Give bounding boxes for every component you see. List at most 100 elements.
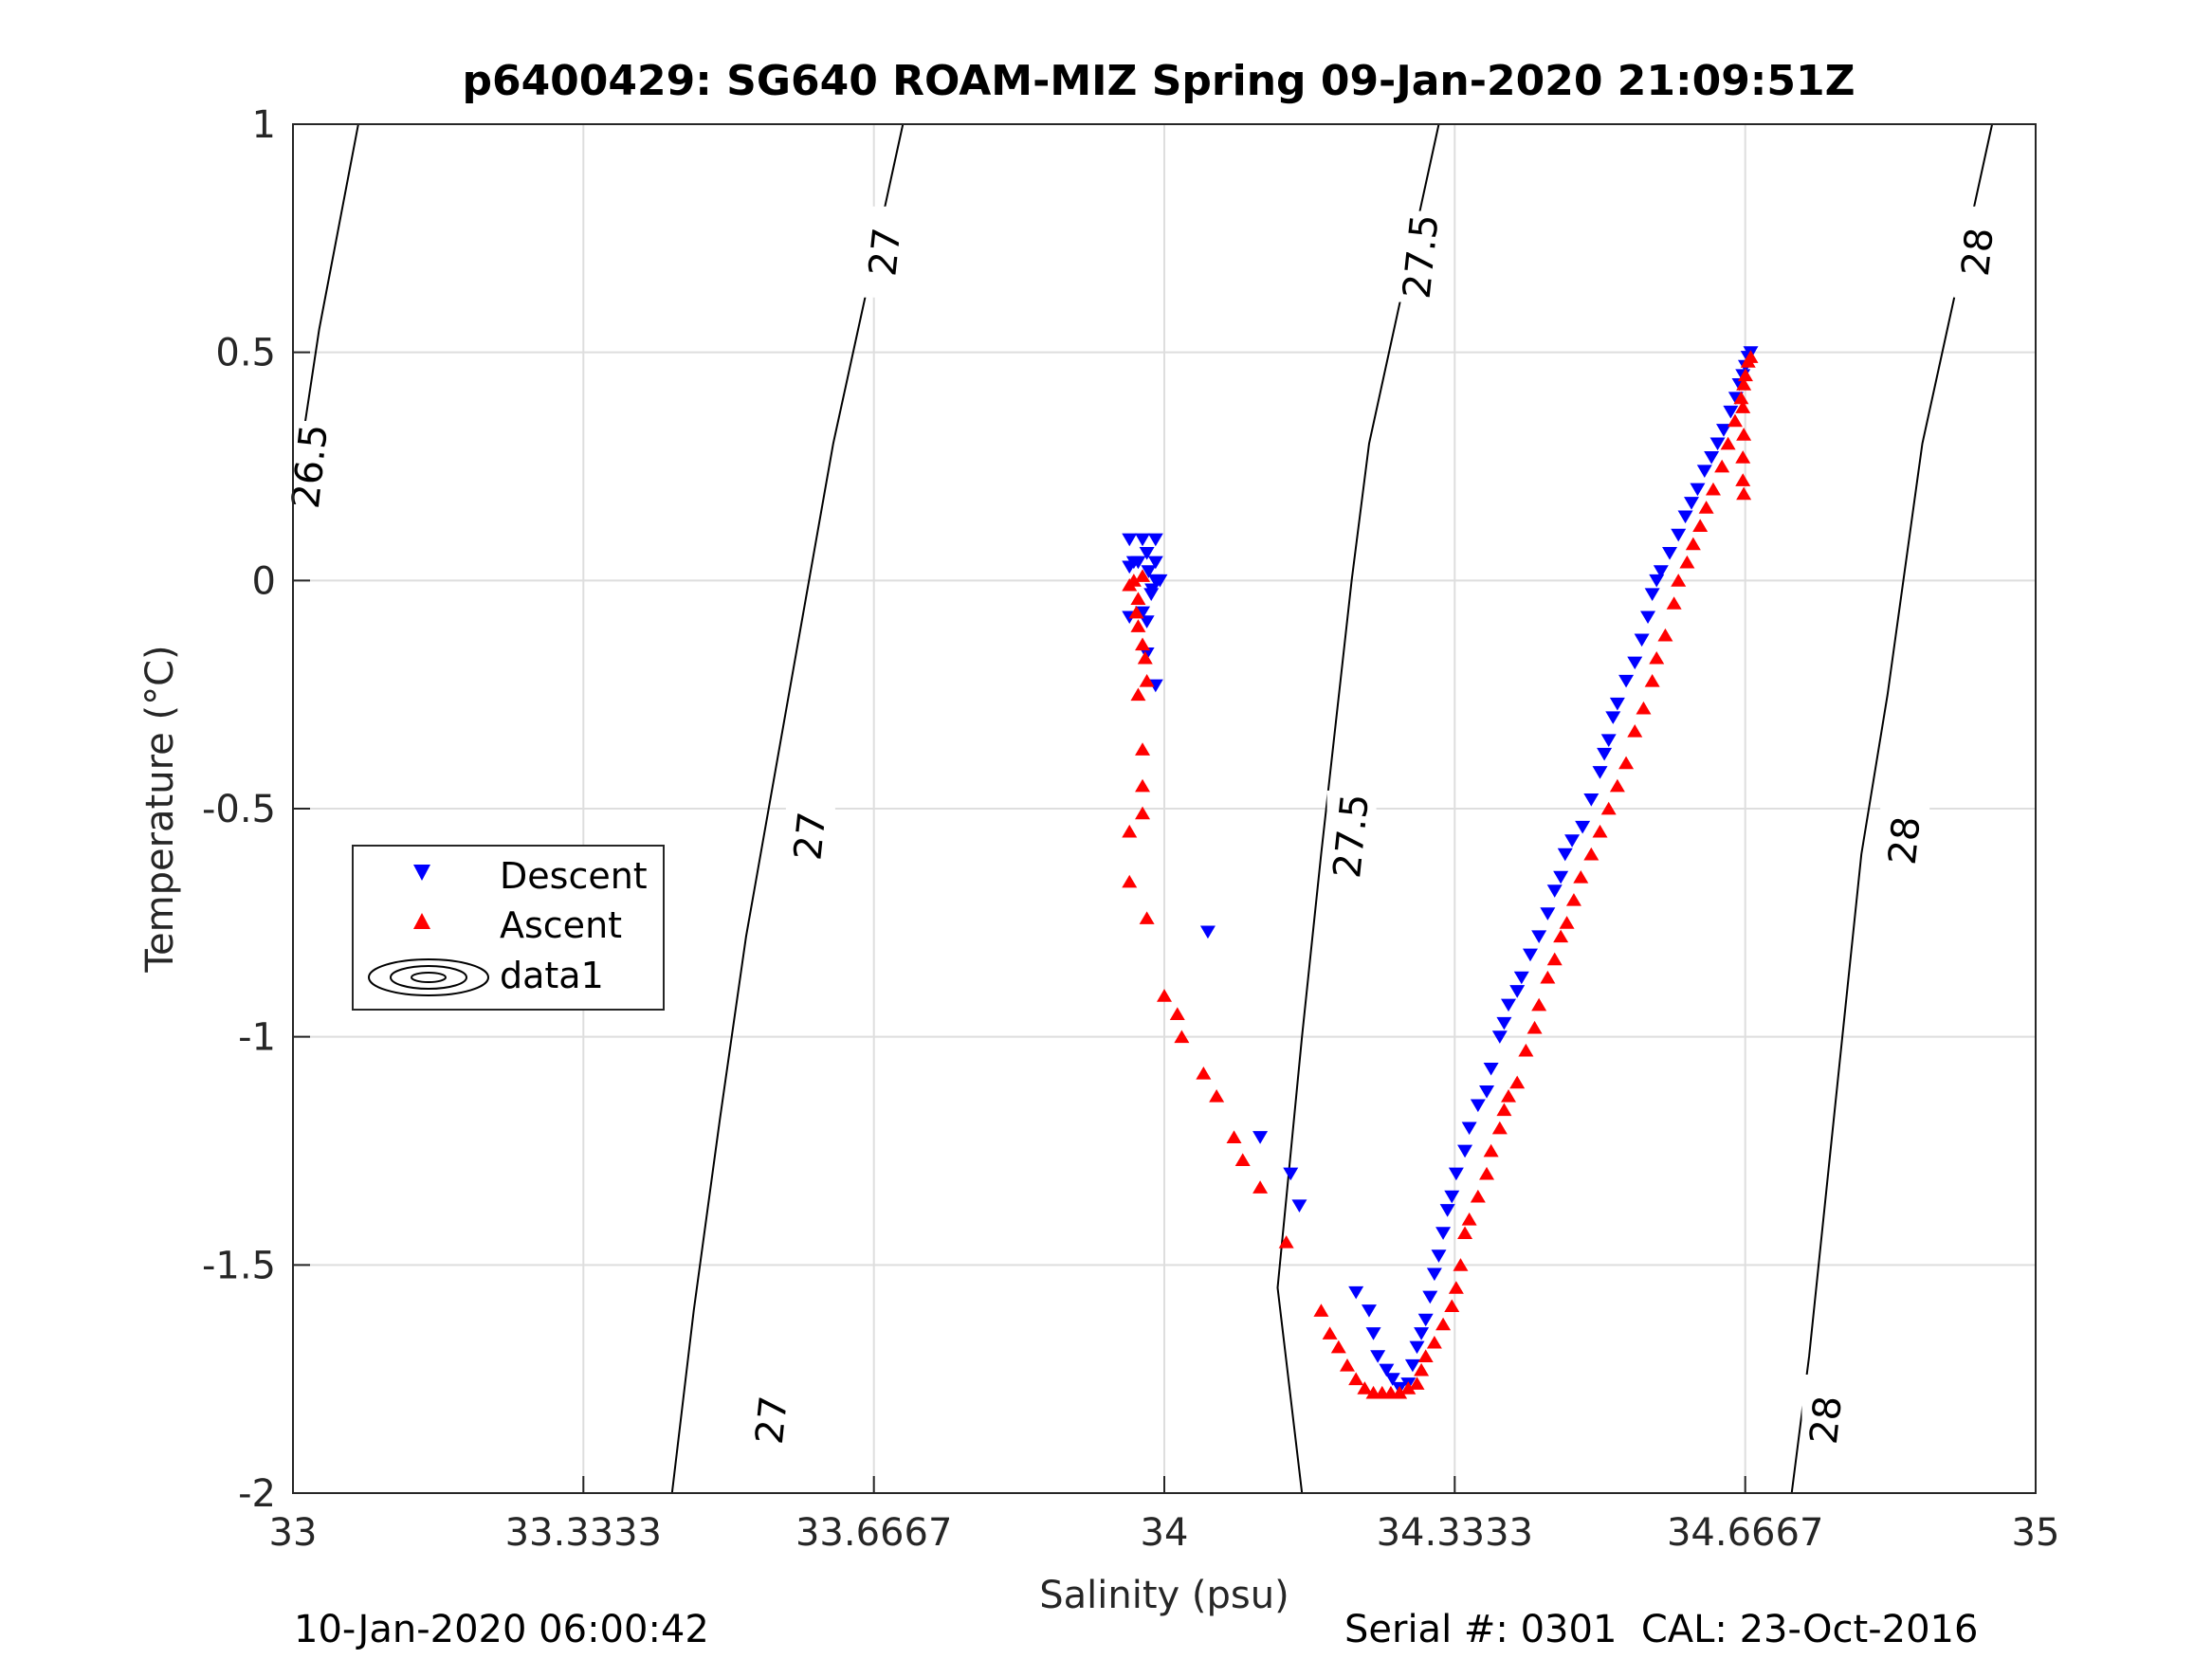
ascent-point	[1357, 1381, 1373, 1395]
ascent-point	[1483, 1143, 1499, 1158]
data-markers	[1122, 346, 1759, 1399]
isopycnal-27	[670, 123, 905, 1494]
ascent-point	[1128, 605, 1144, 619]
ascent-point	[1130, 619, 1146, 632]
descent-point	[1496, 1016, 1512, 1030]
ascent-point	[1322, 1326, 1338, 1340]
contour-label-27: 27	[861, 226, 909, 278]
contour-label-27: 27	[786, 810, 834, 862]
descent-point	[1690, 483, 1706, 497]
ascent-point	[1409, 1376, 1425, 1390]
ascent-point	[1509, 1075, 1526, 1089]
ascent-point	[1531, 997, 1547, 1012]
descent-point	[1709, 437, 1726, 451]
contour-label-27.5: 27.5	[1396, 212, 1448, 301]
ascent-point	[1339, 1358, 1355, 1372]
ascent-point	[1470, 1189, 1486, 1203]
descent-point	[1152, 574, 1168, 588]
ascent-point	[1609, 778, 1625, 793]
descent-point	[1501, 998, 1517, 1012]
ascent-point	[1330, 1340, 1346, 1354]
ascent-point	[1491, 1121, 1508, 1135]
descent-point	[1439, 1204, 1455, 1217]
ascent-point	[1705, 482, 1721, 496]
legend-contour-label: data1	[500, 955, 604, 996]
ascent-point	[1414, 1362, 1430, 1376]
contour-label-28: 28	[1954, 226, 2002, 278]
ascent-point	[1157, 989, 1172, 1002]
y-axis-label: Temperature (°C)	[138, 645, 182, 973]
descent-point	[1564, 834, 1581, 848]
y-tick-label: 1	[252, 103, 276, 147]
x-tick-label: 35	[2012, 1511, 2060, 1555]
ascent-point	[1737, 368, 1753, 382]
y-tick-label: -1	[238, 1016, 276, 1060]
legend-descent-marker	[413, 865, 430, 881]
footer-serial-cal: Serial #: 0301 CAL: 23-Oct-2016	[1344, 1608, 1979, 1651]
descent-point	[1513, 971, 1529, 985]
descent-point	[1683, 497, 1699, 510]
descent-point	[1426, 1267, 1442, 1282]
ascent-point	[1720, 436, 1736, 450]
ascent-point	[1348, 1372, 1364, 1386]
descent-point	[1671, 528, 1687, 542]
chart-title: p6400429: SG640 ROAM-MIZ Spring 09-Jan-2…	[462, 57, 1855, 105]
series-descent	[1122, 346, 1759, 1395]
ascent-point	[1453, 1258, 1469, 1271]
ascent-point	[1135, 637, 1151, 651]
ascent-point	[1278, 1235, 1294, 1249]
descent-point	[1461, 1121, 1477, 1136]
ascent-point	[1627, 723, 1643, 738]
ascent-point	[1479, 1166, 1495, 1180]
ascent-point	[1392, 1385, 1408, 1399]
legend-ascent-label: Ascent	[500, 904, 622, 946]
descent-point	[1715, 424, 1731, 437]
descent-point	[1365, 1327, 1381, 1340]
ascent-point	[1196, 1066, 1212, 1080]
ascent-point	[1130, 687, 1146, 702]
contour-label-bg	[860, 206, 910, 298]
ascent-point	[1573, 870, 1589, 884]
ascent-point	[1679, 555, 1695, 569]
descent-point	[1644, 588, 1660, 601]
descent-point	[1575, 820, 1591, 834]
x-tick-label: 33.3333	[505, 1511, 662, 1555]
footer-timestamp: 10-Jan-2020 06:00:42	[294, 1608, 709, 1651]
isopycnal-27.5	[1276, 123, 1440, 1494]
ascent-point	[1139, 911, 1155, 924]
descent-point	[1417, 1313, 1434, 1327]
descent-point	[1252, 1131, 1269, 1144]
legend-descent-label: Descent	[500, 855, 648, 897]
descent-point	[1522, 948, 1538, 962]
x-tick-label: 33.6667	[795, 1511, 952, 1555]
descent-point	[1414, 1327, 1430, 1340]
descent-point	[1122, 560, 1138, 574]
descent-point	[1479, 1085, 1495, 1099]
descent-point	[1348, 1285, 1364, 1300]
ascent-point	[1135, 569, 1151, 582]
descent-point	[1384, 1373, 1400, 1386]
descent-point	[1531, 930, 1547, 943]
ascent-point	[1313, 1304, 1329, 1317]
ascent-point	[1733, 391, 1749, 405]
x-tick-label: 33	[269, 1511, 318, 1555]
ascent-point	[1435, 1317, 1452, 1331]
x-axis-label: Salinity (psu)	[1039, 1574, 1289, 1617]
descent-point	[1457, 1144, 1473, 1158]
descent-point	[1605, 711, 1621, 724]
descent-point	[1553, 870, 1569, 884]
descent-point	[1491, 1030, 1508, 1044]
descent-point	[1431, 1249, 1447, 1263]
ascent-point	[1209, 1089, 1225, 1103]
ascent-point	[1736, 377, 1752, 391]
ascent-point	[1736, 428, 1752, 441]
ascent-point	[1226, 1130, 1242, 1143]
ascent-point	[1618, 756, 1635, 770]
ascent-point	[1169, 1007, 1185, 1020]
grid	[293, 124, 2036, 1493]
y-axis: -2 -1.5 -1 -0.5 0 0.5 1	[202, 103, 310, 1516]
descent-point	[1640, 611, 1656, 625]
ascent-point	[1526, 1020, 1543, 1034]
